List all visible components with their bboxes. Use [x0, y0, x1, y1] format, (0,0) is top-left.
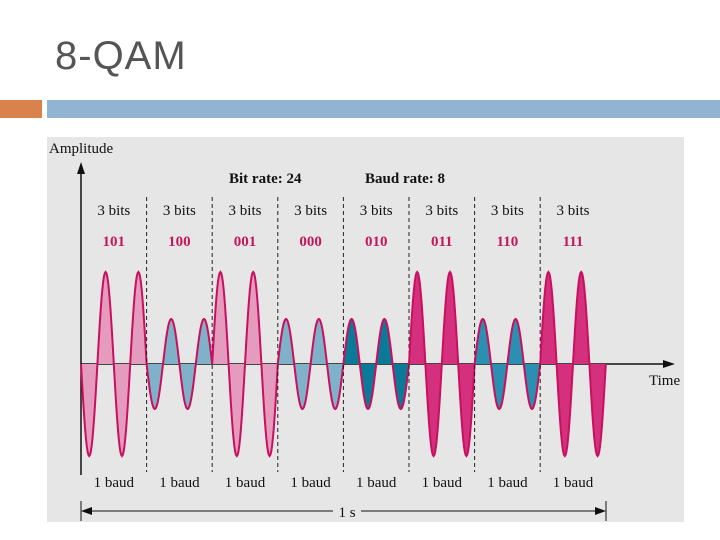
baud-label: 1 baud: [94, 475, 135, 491]
baud-label: 1 baud: [356, 475, 397, 491]
duration-arrow-left: [81, 507, 92, 515]
bit-code-label: 010: [365, 234, 388, 250]
bit-code-label: 001: [234, 234, 257, 250]
wave-line: [145, 317, 214, 411]
bit-code-label: 100: [168, 234, 191, 250]
segment-100: 3 bits 100 1 baud: [145, 197, 214, 491]
wave-line: [473, 317, 542, 411]
baud-label: 1 baud: [422, 475, 463, 491]
bit-code-label: 011: [431, 234, 453, 250]
bit-code-label: 000: [299, 234, 322, 250]
bits-label: 3 bits: [557, 203, 590, 219]
segment-111: 3 bits 111 1 baud: [539, 203, 607, 491]
bit-rate-label: Bit rate: 24: [229, 171, 302, 187]
baud-label: 1 baud: [159, 475, 200, 491]
segment-010: 3 bits 010 1 baud: [342, 197, 410, 491]
slide-title: 8-QAM: [55, 34, 187, 78]
segment-101: 3 bits 101 1 baud: [80, 197, 148, 491]
bits-label: 3 bits: [97, 203, 130, 219]
qam-diagram: Amplitude Time Bit rate: 24 Baud rate: 8…: [49, 141, 680, 521]
bit-code-label: 111: [563, 234, 584, 250]
x-axis-arrowhead: [663, 360, 675, 368]
segment-001: 3 bits 001 1 baud: [211, 197, 279, 491]
figure-panel: Amplitude Time Bit rate: 24 Baud rate: 8…: [47, 137, 684, 522]
baud-rate-label: Baud rate: 8: [365, 171, 445, 187]
wave-line: [408, 270, 476, 458]
duration-arrow-right: [595, 507, 606, 515]
wave-line: [342, 317, 410, 411]
bits-label: 3 bits: [491, 203, 524, 219]
segment-110: 3 bits 110 1 baud: [473, 197, 542, 491]
bits-label: 3 bits: [163, 203, 196, 219]
baud-label: 1 baud: [290, 475, 331, 491]
baud-label: 1 baud: [225, 475, 266, 491]
wave-line: [276, 317, 345, 411]
y-axis-arrowhead: [77, 162, 85, 174]
bits-label: 3 bits: [425, 203, 458, 219]
bits-label: 3 bits: [360, 203, 393, 219]
y-axis-label: Amplitude: [49, 141, 114, 157]
baud-label: 1 baud: [487, 475, 528, 491]
wave-line: [80, 270, 148, 458]
segment-000: 3 bits 000 1 baud: [276, 197, 345, 491]
segment-011: 3 bits 011 1 baud: [408, 197, 476, 491]
bit-code-label: 101: [103, 234, 126, 250]
wave-line: [539, 270, 607, 458]
duration-label: 1 s: [338, 505, 355, 521]
bits-label: 3 bits: [229, 203, 262, 219]
x-axis-label: Time: [649, 373, 680, 389]
baud-label: 1 baud: [553, 475, 594, 491]
bit-code-label: 110: [497, 234, 519, 250]
title-accent-bar-blue: [47, 100, 720, 118]
bits-label: 3 bits: [294, 203, 327, 219]
title-accent-bar-orange: [0, 100, 42, 118]
wave-line: [211, 270, 279, 458]
